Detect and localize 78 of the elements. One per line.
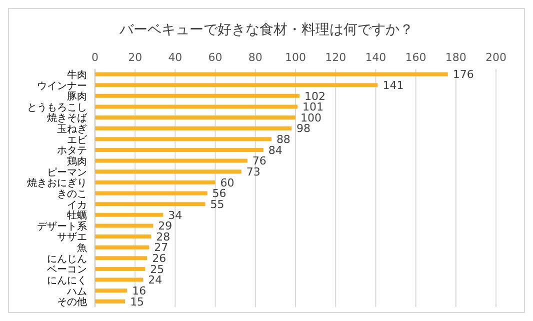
bar bbox=[95, 256, 148, 260]
y-tick-label: にんじん bbox=[47, 254, 87, 265]
x-tick-label: 80 bbox=[248, 51, 262, 64]
y-tick-label: ハム bbox=[66, 286, 87, 298]
bar bbox=[95, 104, 298, 109]
x-tick-label: 120 bbox=[325, 51, 346, 64]
bar bbox=[95, 234, 152, 239]
data-label: 141 bbox=[382, 78, 404, 92]
y-tick-label: 焼きそば bbox=[47, 112, 88, 124]
x-tick-label: 200 bbox=[486, 51, 506, 64]
data-label: 24 bbox=[148, 274, 162, 287]
data-label: 25 bbox=[150, 262, 164, 276]
bar bbox=[95, 299, 126, 304]
data-label: 16 bbox=[132, 284, 146, 298]
y-tick-label: 牡蠣 bbox=[67, 210, 87, 222]
data-label: 34 bbox=[168, 208, 182, 222]
x-tick-label: 180 bbox=[445, 51, 466, 64]
y-tick-label: 豚肉 bbox=[67, 92, 87, 103]
data-label: 88 bbox=[276, 133, 290, 146]
y-tick-label: 鶏肉 bbox=[67, 156, 87, 168]
bar bbox=[95, 72, 448, 76]
data-label: 84 bbox=[268, 144, 282, 157]
bar bbox=[95, 191, 208, 196]
chart-title: バーベキューで好きな食材・料理は何ですか？ bbox=[118, 21, 414, 40]
y-tick-label: その他 bbox=[57, 296, 87, 308]
y-tick-label: サザエ bbox=[57, 232, 87, 244]
y-tick-label: ウインナー bbox=[37, 80, 87, 92]
bar bbox=[95, 288, 128, 293]
data-label: 56 bbox=[212, 187, 226, 200]
data-label: 102 bbox=[304, 90, 326, 103]
bar bbox=[95, 83, 378, 88]
data-label: 98 bbox=[296, 122, 310, 136]
bar bbox=[95, 116, 296, 120]
x-tick-label: 160 bbox=[405, 51, 426, 64]
data-label: 15 bbox=[130, 295, 144, 308]
data-label: 76 bbox=[252, 154, 266, 168]
data-label: 60 bbox=[220, 176, 234, 190]
data-label: 101 bbox=[302, 100, 324, 114]
x-tick-label: 60 bbox=[208, 51, 222, 64]
bar bbox=[95, 94, 300, 98]
data-label: 73 bbox=[246, 166, 260, 179]
bar bbox=[95, 170, 242, 174]
bar bbox=[95, 224, 154, 228]
x-tick-label: 40 bbox=[168, 51, 182, 64]
data-label: 29 bbox=[158, 220, 172, 233]
y-tick-label: ピーマン bbox=[47, 167, 87, 178]
y-tick-label: 玉ねぎ bbox=[57, 124, 87, 136]
x-tick-label: 0 bbox=[92, 51, 98, 64]
bar bbox=[95, 266, 146, 271]
data-label: 176 bbox=[452, 68, 474, 82]
y-tick-label: 焼きおにぎり bbox=[27, 177, 87, 190]
data-label: 100 bbox=[300, 111, 322, 124]
y-tick-label: 魚 bbox=[77, 242, 87, 254]
y-tick-label: イカ bbox=[67, 200, 87, 211]
y-tick-label: デザート系 bbox=[37, 220, 87, 232]
data-label: 27 bbox=[154, 241, 168, 254]
bar bbox=[95, 278, 144, 282]
y-tick-label: ベーコン bbox=[47, 264, 87, 276]
y-tick-label: とうもろこし bbox=[27, 102, 87, 114]
bar bbox=[95, 148, 264, 152]
data-label: 26 bbox=[152, 252, 166, 266]
y-tick-label: ホタテ bbox=[57, 146, 87, 157]
y-tick-label: きのこ bbox=[57, 188, 87, 200]
y-tick-label: エビ bbox=[67, 134, 88, 146]
bar bbox=[95, 137, 272, 142]
x-tick-label: 140 bbox=[365, 51, 386, 64]
y-tick-label: 牛肉 bbox=[67, 68, 87, 81]
x-tick-label: 20 bbox=[128, 51, 142, 64]
data-label: 55 bbox=[210, 198, 224, 211]
bar bbox=[95, 245, 150, 250]
bar bbox=[95, 180, 216, 184]
bar bbox=[95, 158, 248, 163]
x-tick-label: 100 bbox=[285, 51, 306, 64]
bar bbox=[95, 126, 292, 130]
bar bbox=[95, 212, 164, 217]
bar bbox=[95, 202, 206, 206]
data-label: 28 bbox=[156, 230, 170, 244]
y-tick-label: にんにく bbox=[47, 276, 87, 287]
